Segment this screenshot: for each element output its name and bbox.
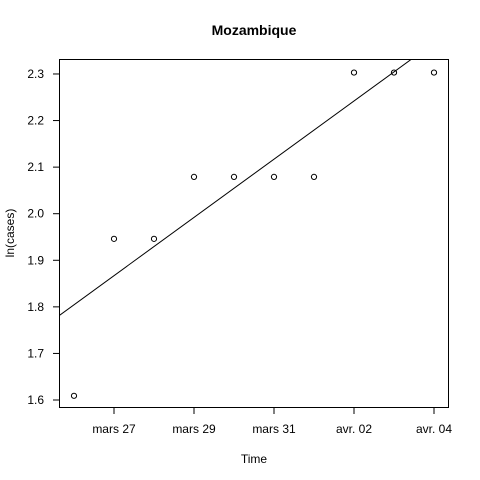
x-tick-label: mars 29 xyxy=(172,422,216,436)
data-point xyxy=(70,392,78,399)
y-tick-label: 1.6 xyxy=(27,393,44,407)
data-point xyxy=(270,173,278,181)
data-point xyxy=(110,235,118,242)
x-tick-label: mars 27 xyxy=(92,422,136,436)
x-axis-label: Time xyxy=(241,452,268,466)
y-tick-label: 1.7 xyxy=(27,346,44,360)
y-tick-label: 2.3 xyxy=(27,67,44,81)
x-axis: mars 27 mars 29 mars 31 avr. 02 avr. 04 xyxy=(92,407,452,436)
x-tick-label: avr. 04 xyxy=(416,422,452,436)
y-tick-label: 1.9 xyxy=(27,253,44,267)
x-tick-label: mars 31 xyxy=(252,422,296,436)
y-axis-label: ln(cases) xyxy=(3,209,17,258)
data-point xyxy=(190,173,198,181)
x-tick-label: avr. 02 xyxy=(336,422,372,436)
fit-line-group xyxy=(60,60,412,316)
y-tick-label: 2.0 xyxy=(27,207,44,221)
points-group xyxy=(70,69,438,399)
data-point xyxy=(230,173,238,181)
data-point xyxy=(390,69,398,76)
chart-title: Mozambique xyxy=(212,22,297,38)
y-tick-label: 2.2 xyxy=(27,114,44,128)
data-point xyxy=(150,235,158,242)
regression-line xyxy=(60,60,412,316)
data-point xyxy=(310,173,318,181)
data-point xyxy=(430,69,438,76)
plot-frame xyxy=(59,59,449,408)
y-tick-label: 1.8 xyxy=(27,300,44,314)
y-axis: 1.6 1.7 1.8 1.9 2.0 2.1 2.2 2.3 xyxy=(27,67,60,407)
data-point xyxy=(350,69,358,76)
y-tick-label: 2.1 xyxy=(27,160,44,174)
